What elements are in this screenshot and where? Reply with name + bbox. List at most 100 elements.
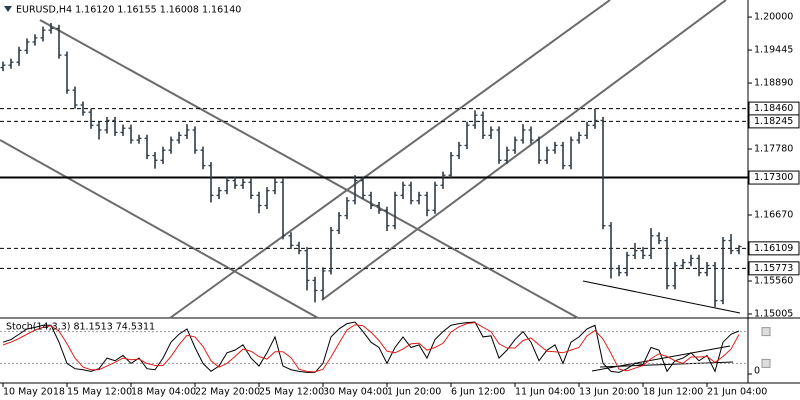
ohlc-bar xyxy=(584,121,590,139)
ohlc-bar xyxy=(256,191,262,214)
ohlc-bar xyxy=(168,136,174,154)
ohlc-bar xyxy=(40,26,46,42)
ohlc-bar xyxy=(144,134,150,160)
ohlc-bar xyxy=(96,121,102,140)
ohlc-bar xyxy=(512,136,518,154)
ohlc-bar xyxy=(336,212,342,235)
ohlc-bar xyxy=(16,46,22,66)
channel-line xyxy=(169,0,611,319)
ohlc-bar xyxy=(672,261,678,290)
ohlc-bar xyxy=(272,177,278,195)
y-tick-label: 1.18890 xyxy=(754,78,793,89)
x-tick-label: 18 May 04:00 xyxy=(131,387,196,398)
ohlc-bar xyxy=(664,237,670,290)
ohlc-bar xyxy=(736,245,742,255)
ohlc-bar xyxy=(56,24,62,59)
ohlc-bar xyxy=(8,58,14,69)
level-marker xyxy=(761,358,771,368)
ohlc-bar xyxy=(248,178,254,199)
ohlc-bar xyxy=(648,228,654,259)
ohlc-bar xyxy=(88,108,94,129)
ohlc-bar xyxy=(520,124,526,144)
ohlc-bar xyxy=(568,136,574,170)
ohlc-bar xyxy=(288,232,294,249)
ohlc-bar xyxy=(504,146,510,164)
ohlc-bar xyxy=(328,226,334,275)
ohlc-bar xyxy=(552,141,558,154)
ohlc-bar xyxy=(160,146,166,164)
ohlc-bar xyxy=(120,124,126,136)
channel-line xyxy=(0,139,319,319)
ohlc-bar xyxy=(200,146,206,170)
ohlc-bar xyxy=(464,121,470,150)
level-label: 1.15773 xyxy=(754,263,793,274)
level-label-box xyxy=(748,241,800,256)
ohlc-bar xyxy=(656,232,662,245)
ohlc-bar xyxy=(712,261,718,308)
ohlc-bar xyxy=(312,276,318,303)
y-tick-label: 1.15560 xyxy=(754,275,793,286)
y-tick-label: 1.19445 xyxy=(754,45,793,56)
ohlc-bar xyxy=(704,261,710,277)
level-label-box xyxy=(748,261,800,276)
ohlc-bar xyxy=(184,124,190,139)
ohlc-bar xyxy=(616,264,622,277)
ohlc-bar xyxy=(688,254,694,267)
x-tick-label: 18 Jun 12:00 xyxy=(643,387,703,398)
ohlc-bar xyxy=(528,126,534,144)
x-tick-label: 22 May 20:00 xyxy=(195,387,260,398)
ohlc-bar xyxy=(0,61,6,72)
ohlc-bar xyxy=(112,116,118,136)
indicator-title: Stoch(14,3,3) 81.1513 74.5311 xyxy=(6,322,155,333)
ohlc-bar xyxy=(320,267,326,300)
level-label-box xyxy=(748,114,800,129)
ohlc-bar xyxy=(680,258,686,270)
x-tick-label: 1 Jun 20:00 xyxy=(387,387,441,398)
y-tick-label: 1.17780 xyxy=(754,144,793,155)
stoch-trendline xyxy=(591,345,731,372)
y-tick-label: 1.20000 xyxy=(754,12,793,23)
ohlc-bar xyxy=(600,116,606,230)
indicator-line xyxy=(2,321,740,373)
level-label: 1.16109 xyxy=(754,243,793,254)
ohlc-bar xyxy=(296,241,302,255)
ohlc-bar xyxy=(696,254,702,277)
ohlc-bar xyxy=(216,187,222,199)
ohlc-bar xyxy=(432,181,438,214)
y-tick-label: 1.15005 xyxy=(754,308,793,319)
ohlc-bar xyxy=(128,124,134,144)
ohlc-bar xyxy=(392,191,398,230)
ohlc-bar xyxy=(368,191,374,210)
channel-line xyxy=(321,0,727,301)
channel-line xyxy=(39,19,579,319)
plot-layer xyxy=(0,23,748,373)
ohlc-bar xyxy=(400,181,406,199)
ohlc-bar xyxy=(352,175,358,205)
ohlc-bar xyxy=(624,251,630,277)
ohlc-bar xyxy=(560,141,566,170)
level-marker xyxy=(761,327,771,337)
x-tick-label: 11 Jun 04:00 xyxy=(515,387,575,398)
ohlc-bar xyxy=(424,191,430,217)
x-tick-label: 25 May 12:00 xyxy=(259,387,324,398)
ohlc-bar xyxy=(480,111,486,139)
y-tick-label: 1.16670 xyxy=(754,210,793,221)
level-label: 1.17300 xyxy=(754,172,793,183)
ohlc-bar xyxy=(240,178,246,189)
ohlc-bar xyxy=(80,101,86,116)
x-tick-label: 21 Jun 04:00 xyxy=(707,387,767,398)
level-label: 1.18245 xyxy=(754,116,793,127)
ohlc-bar xyxy=(48,23,54,34)
ohlc-bar xyxy=(376,201,382,214)
ohlc-bar xyxy=(192,126,198,154)
ohlc-bar xyxy=(720,237,726,305)
channel-lines xyxy=(0,0,727,319)
ohlc-bar xyxy=(472,110,478,129)
ohlc-bar xyxy=(496,126,502,164)
level-label: 1.18460 xyxy=(754,103,793,114)
ohlc-bar xyxy=(344,197,350,220)
ohlc-bar xyxy=(416,191,422,205)
ohlc-bar xyxy=(72,86,78,109)
